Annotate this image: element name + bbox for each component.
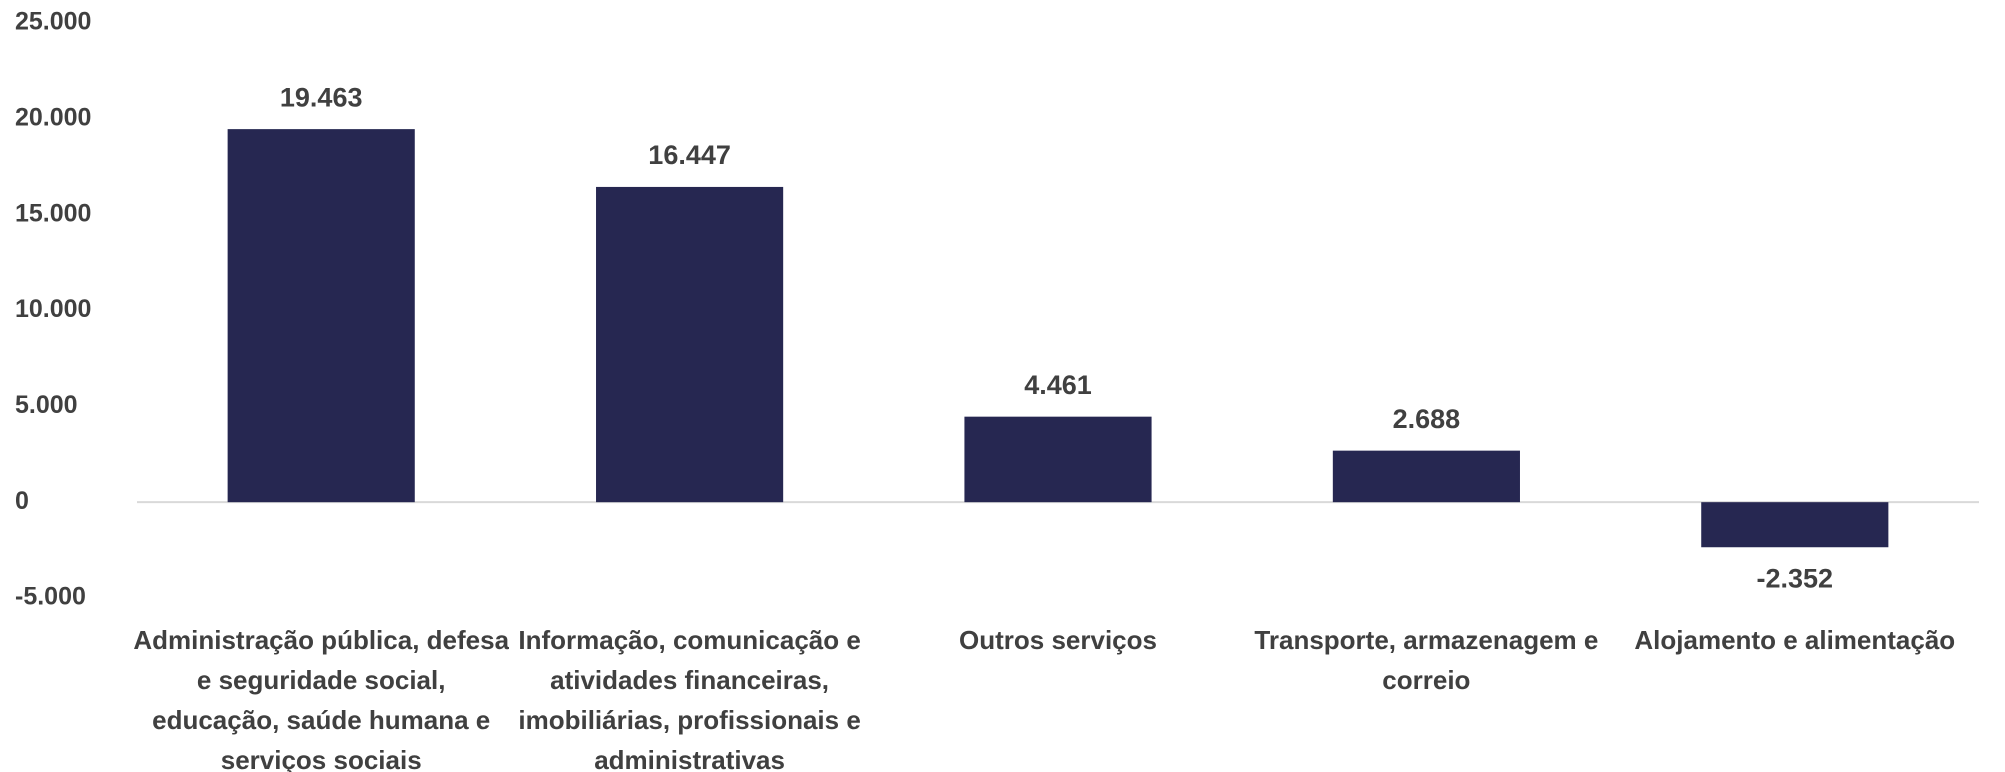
data-label: -2.352: [1757, 563, 1834, 593]
bar: [1701, 502, 1889, 548]
data-label: 19.463: [280, 82, 363, 112]
x-tick-label-box: Alojamento e alimentação: [1634, 625, 1956, 655]
bar: [964, 416, 1152, 503]
y-tick-label: 0: [15, 487, 29, 515]
bar: [1332, 450, 1520, 503]
x-tick-label-box: Outros serviços: [959, 625, 1157, 655]
data-label: 4.461: [1024, 370, 1092, 400]
bar: [596, 186, 784, 503]
y-tick-label: 5.000: [15, 391, 78, 419]
x-tick-label-box: Informação, comunicação e atividades fin…: [518, 625, 861, 772]
x-tick-label: Outros serviços: [959, 625, 1157, 655]
y-tick-label: 15.000: [15, 199, 91, 227]
x-tick-label: Transporte, armazenagem e correio: [1254, 625, 1599, 695]
x-tick-label: Administração pública, defesa e segurida…: [133, 625, 510, 772]
x-tick-label: Alojamento e alimentação: [1634, 625, 1956, 655]
x-tick-label-box: Administração pública, defesa e segurida…: [133, 625, 510, 772]
x-tick-label-box: Transporte, armazenagem e correio: [1254, 625, 1599, 695]
data-label: 16.447: [648, 140, 731, 170]
y-tick-label: 25.000: [15, 8, 91, 36]
data-label: 2.688: [1393, 404, 1461, 434]
y-tick-label: -5.000: [15, 583, 86, 611]
y-tick-label: 10.000: [15, 295, 91, 323]
bar: [227, 129, 415, 503]
x-tick-label: Informação, comunicação e atividades fin…: [518, 625, 861, 772]
y-tick-label: 20.000: [15, 103, 91, 131]
